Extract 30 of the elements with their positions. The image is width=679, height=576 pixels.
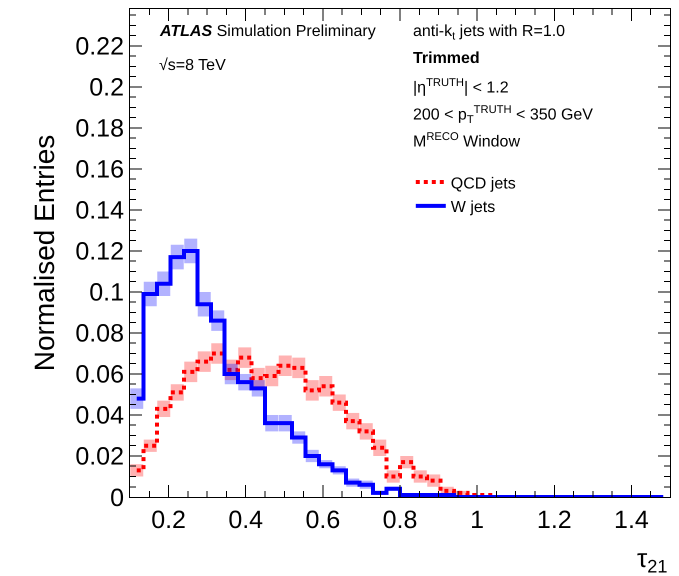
y-tick-label: 0.12 bbox=[75, 238, 124, 266]
x-tick-label: 1 bbox=[470, 506, 484, 534]
annotation: ATLAS Simulation Preliminary bbox=[159, 23, 376, 40]
y-tick-label: 0.16 bbox=[75, 156, 124, 184]
annotation: 200 < p$_{T}$$^{TRUTH}$ < 350 GeV bbox=[413, 104, 594, 126]
annotation: Trimmed bbox=[413, 50, 480, 67]
x-tick-label: 0.4 bbox=[228, 506, 264, 534]
annotation: √s=8 TeV bbox=[159, 57, 226, 74]
y-axis-title: Normalised Entries bbox=[29, 134, 60, 372]
legend-label: W jets bbox=[450, 199, 496, 216]
annotation: M$^{RECO}$ Window bbox=[413, 131, 520, 151]
x-tick-label: 0.6 bbox=[305, 506, 340, 534]
y-tick-label: 0.1 bbox=[89, 278, 124, 307]
annotation: |η$^{TRUTH}$| < 1.2 bbox=[413, 77, 509, 97]
y-tick-label: 0.04 bbox=[75, 402, 124, 430]
y-tick-label: 0 bbox=[110, 484, 124, 512]
x-tick-label: 0.8 bbox=[382, 506, 418, 534]
y-tick-label: 0.14 bbox=[75, 196, 124, 225]
y-tick-label: 0.02 bbox=[75, 442, 124, 471]
x-tick-label: 1.2 bbox=[536, 506, 572, 534]
x-tick-label: 0.2 bbox=[151, 506, 186, 534]
y-tick-label: 0.22 bbox=[75, 32, 124, 61]
y-tick-label: 0.06 bbox=[75, 360, 124, 389]
y-tick-label: 0.2 bbox=[89, 74, 124, 102]
legend-label: QCD jets bbox=[450, 175, 516, 192]
x-tick-label: 1.4 bbox=[614, 506, 649, 534]
annotation: anti-k$_{t}$ jets with R=1.0 bbox=[413, 23, 566, 42]
x-axis-title: τ$_{21}$ bbox=[637, 543, 668, 576]
y-tick-label: 0.08 bbox=[75, 320, 124, 348]
y-tick-label: 0.18 bbox=[75, 114, 124, 143]
